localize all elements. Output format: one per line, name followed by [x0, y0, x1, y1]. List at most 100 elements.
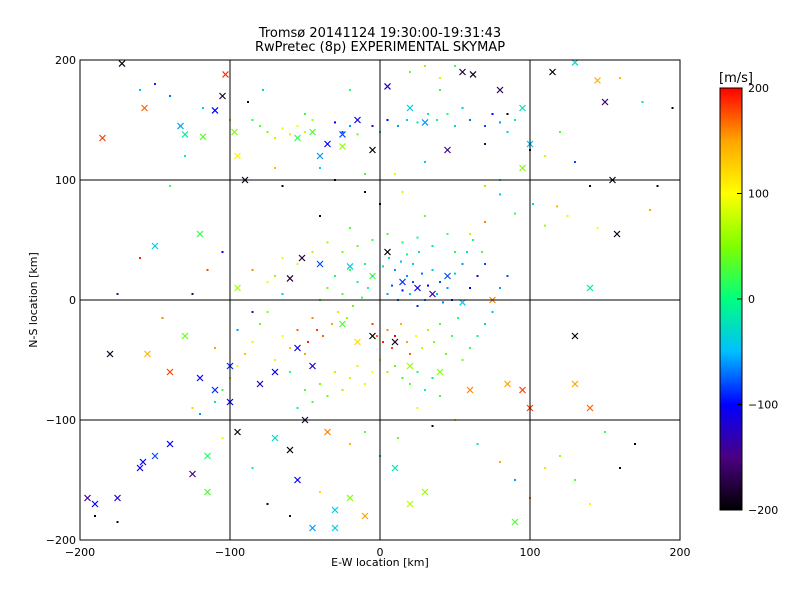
data-point-cross: [571, 380, 579, 388]
data-point-cross: [139, 458, 147, 466]
data-point-dot: [94, 515, 96, 517]
data-point-dot: [514, 479, 516, 481]
data-point-dot: [289, 347, 291, 349]
data-point-dot: [266, 281, 269, 283]
data-point-dot: [311, 119, 314, 121]
data-point-cross: [594, 76, 601, 84]
data-point-cross: [421, 488, 429, 496]
data-point-dot: [307, 341, 309, 343]
data-point-dot: [416, 236, 419, 239]
x-tick-label: 200: [670, 546, 691, 559]
data-point-cross: [294, 134, 301, 142]
data-point-dot: [394, 269, 396, 271]
data-point-dot: [289, 371, 291, 373]
data-point-dot: [671, 107, 674, 109]
data-point-cross: [469, 70, 477, 78]
data-point-dot: [439, 77, 441, 79]
data-point-dot: [334, 371, 336, 373]
data-point-dot: [406, 275, 408, 277]
data-point-dot: [499, 287, 501, 289]
data-point-cross: [346, 494, 354, 502]
data-point-dot: [221, 389, 224, 391]
data-point-dot: [154, 83, 156, 85]
data-point-dot: [484, 143, 486, 145]
y-tick-label: −100: [46, 414, 76, 427]
data-point-dot: [334, 275, 336, 277]
data-point-dot: [589, 503, 591, 505]
data-point-dot: [412, 263, 414, 265]
data-point-dot: [559, 455, 561, 457]
colorbar: [m/s] 200 100 0 −100 −200: [719, 71, 778, 517]
data-point-dot: [401, 241, 404, 244]
data-point-dot: [281, 293, 284, 295]
data-point-cross: [309, 128, 316, 136]
data-point-dot: [431, 245, 434, 247]
data-point-cross: [354, 116, 361, 124]
data-point-dot: [439, 281, 441, 283]
y-tick-label: 100: [55, 174, 76, 187]
data-point-dot: [649, 209, 651, 211]
data-point-cross: [211, 106, 219, 114]
data-point-cross: [444, 272, 451, 280]
data-point-dot: [319, 383, 321, 385]
title-block: Tromsø 20141124 19:30:00-19:31:43 RwPret…: [255, 26, 505, 55]
data-point-dot: [491, 113, 494, 115]
axis-ticks: −200 −100 0 100 200 −200 −100 0 100 200: [46, 54, 691, 559]
data-point-dot: [319, 167, 321, 169]
data-point-cross: [436, 368, 444, 376]
data-point-dot: [431, 269, 434, 271]
data-point-dot: [574, 479, 576, 481]
data-point-cross: [316, 152, 324, 160]
data-point-cross: [324, 428, 331, 436]
data-point-dot: [394, 173, 396, 175]
data-point-dot: [322, 335, 324, 337]
data-point-dot: [566, 215, 569, 217]
data-point-cross: [384, 82, 391, 90]
data-point-dot: [139, 257, 141, 259]
data-point-cross: [144, 350, 151, 358]
data-point-dot: [469, 233, 471, 235]
data-point-dot: [311, 251, 314, 253]
x-tick-label: 0: [377, 546, 384, 559]
data-point-dot: [319, 215, 321, 217]
data-point-dot: [296, 407, 299, 409]
data-point-dot: [346, 317, 348, 319]
data-point-dot: [446, 113, 449, 115]
data-point-dot: [556, 205, 558, 208]
x-tick-label: −100: [215, 546, 245, 559]
data-point-cross: [271, 434, 279, 442]
data-point-dot: [266, 503, 269, 505]
data-point-dot: [412, 281, 414, 283]
data-point-dot: [206, 269, 209, 271]
data-point-dot: [514, 119, 516, 121]
data-point-dot: [326, 395, 329, 397]
data-point-dot: [574, 161, 576, 163]
data-point-cross: [177, 122, 184, 130]
data-point-dot: [424, 389, 426, 391]
data-point-cross: [361, 512, 369, 520]
data-point-dot: [191, 293, 194, 295]
data-point-dot: [356, 133, 359, 136]
data-point-dot: [169, 95, 171, 97]
data-point-dot: [476, 275, 479, 277]
data-point-dot: [371, 323, 374, 325]
data-point-dot: [247, 101, 249, 103]
data-point-cross: [151, 452, 159, 460]
data-point-dot: [169, 185, 171, 187]
data-point-dot: [274, 137, 276, 139]
data-point-cross: [256, 380, 264, 388]
data-point-dot: [424, 161, 426, 163]
data-point-dot: [281, 127, 284, 130]
data-point-dot: [436, 293, 438, 295]
data-point-dot: [361, 296, 363, 299]
data-point-dot: [376, 335, 378, 337]
data-point-dot: [349, 89, 351, 91]
data-point-cross: [444, 146, 451, 154]
colorbar-ticks: 200 100 0 −100 −200: [737, 82, 778, 517]
colorbar-tick-label: −100: [748, 399, 778, 412]
chart-title: Tromsø 20141124 19:30:00-19:31:43: [258, 26, 501, 41]
data-point-dot: [454, 272, 456, 275]
data-point-cross: [391, 464, 399, 472]
data-point-dot: [461, 263, 464, 265]
data-point-dot: [641, 101, 644, 103]
